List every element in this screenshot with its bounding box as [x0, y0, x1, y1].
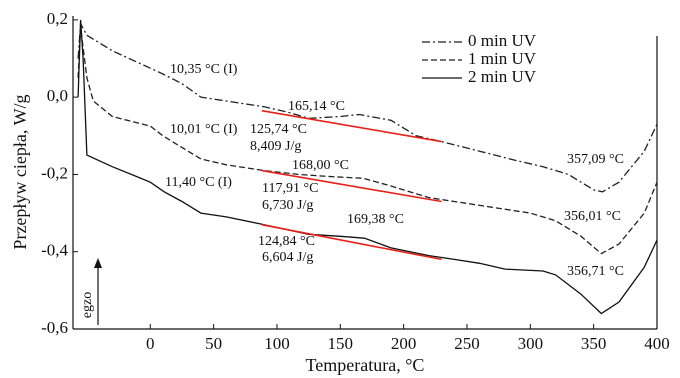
legend-label: 0 min UV: [468, 31, 537, 50]
x-tick-label: 400: [644, 334, 670, 353]
x-tick-label: 250: [454, 334, 480, 353]
x-tick-label: 300: [518, 334, 544, 353]
legend-label: 1 min UV: [468, 49, 537, 68]
x-tick-label: 0: [146, 334, 155, 353]
series-line: [77, 21, 658, 193]
annotation: 124,84 °C: [258, 234, 315, 249]
annotation: 357,09 °C: [567, 152, 624, 167]
arrow-head: [94, 258, 102, 268]
y-tick-label: 0,0: [47, 86, 68, 105]
annotation: 11,40 °C (I): [165, 175, 232, 190]
annotation: 169,38 °C: [347, 212, 404, 227]
annotation: 168,00 °C: [292, 158, 349, 173]
x-tick-label: 150: [328, 334, 354, 353]
baseline: [261, 109, 442, 143]
baseline: [261, 169, 442, 203]
series-line: [77, 19, 658, 315]
legend-label: 2 min UV: [468, 67, 537, 86]
x-tick-label: 50: [205, 334, 222, 353]
annotation: 6,604 J/g: [262, 250, 313, 265]
y-tick-label: -0,6: [41, 318, 68, 337]
annotation: 8,409 J/g: [250, 139, 301, 154]
y-tick-label: -0,2: [41, 163, 68, 182]
y-axis-label: Przepływ ciepła, W/g: [10, 94, 30, 249]
y-tick-label: -0,4: [41, 241, 68, 260]
x-tick-label: 200: [391, 334, 417, 353]
annotation: 117,91 °C: [262, 181, 318, 196]
annotation: 125,74 °C: [250, 122, 307, 137]
annotation: 10,35 °C (I): [170, 62, 238, 77]
baseline: [261, 223, 442, 261]
series-line: [77, 27, 658, 255]
direction-label: egzo: [80, 292, 95, 318]
annotation: 10,01 °C (I): [170, 122, 238, 137]
annotation: 165,14 °C: [288, 99, 345, 114]
x-tick-label: 100: [264, 334, 290, 353]
annotation: 6,730 J/g: [262, 198, 313, 213]
annotation: 356,01 °C: [564, 209, 621, 224]
y-tick-label: 0,2: [47, 9, 68, 28]
x-axis-label: Temperatura, °C: [306, 355, 425, 375]
x-tick-label: 350: [581, 334, 607, 353]
annotation: 356,71 °C: [567, 264, 624, 279]
